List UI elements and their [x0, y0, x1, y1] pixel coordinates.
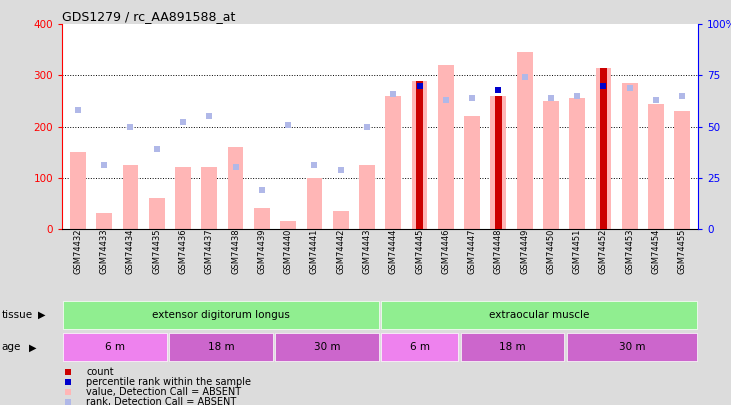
Bar: [567, 333, 697, 361]
Text: GSM74454: GSM74454: [651, 229, 661, 274]
Text: 30 m: 30 m: [618, 342, 645, 352]
Bar: [64, 301, 379, 329]
Text: value, Detection Call = ABSENT: value, Detection Call = ABSENT: [86, 387, 241, 397]
Bar: [438, 65, 454, 229]
Bar: [96, 213, 112, 229]
Bar: [333, 211, 349, 229]
Bar: [382, 333, 458, 361]
Text: GSM74432: GSM74432: [73, 229, 83, 274]
Bar: [382, 301, 697, 329]
Text: 18 m: 18 m: [208, 342, 235, 352]
Bar: [600, 68, 607, 229]
Text: GSM74452: GSM74452: [599, 229, 608, 274]
Bar: [170, 333, 273, 361]
Text: GSM74433: GSM74433: [99, 229, 109, 275]
Text: GSM74438: GSM74438: [231, 229, 240, 275]
Text: 6 m: 6 m: [410, 342, 430, 352]
Bar: [495, 96, 502, 229]
Bar: [622, 83, 637, 229]
Text: GSM74440: GSM74440: [284, 229, 292, 274]
Text: GSM74445: GSM74445: [415, 229, 424, 274]
Bar: [227, 147, 243, 229]
Text: GSM74447: GSM74447: [468, 229, 477, 274]
Text: GSM74437: GSM74437: [205, 229, 213, 275]
Bar: [70, 152, 86, 229]
Text: GSM74442: GSM74442: [336, 229, 345, 274]
Text: GSM74443: GSM74443: [363, 229, 371, 274]
Bar: [569, 98, 585, 229]
Text: 6 m: 6 m: [105, 342, 125, 352]
Bar: [412, 81, 428, 229]
Text: GSM74446: GSM74446: [442, 229, 450, 274]
Text: extraocular muscle: extraocular muscle: [489, 310, 589, 320]
Text: 18 m: 18 m: [499, 342, 526, 352]
Bar: [202, 168, 217, 229]
Bar: [123, 165, 138, 229]
Bar: [149, 198, 164, 229]
Text: tissue: tissue: [1, 310, 33, 320]
Bar: [675, 111, 690, 229]
Bar: [491, 96, 507, 229]
Bar: [464, 116, 480, 229]
Bar: [517, 52, 533, 229]
Bar: [280, 221, 296, 229]
Text: GDS1279 / rc_AA891588_at: GDS1279 / rc_AA891588_at: [62, 10, 235, 23]
Bar: [359, 165, 375, 229]
Text: GSM74436: GSM74436: [178, 229, 188, 275]
Text: age: age: [1, 342, 21, 352]
Text: GSM74453: GSM74453: [625, 229, 635, 274]
Bar: [276, 333, 379, 361]
Text: ▶: ▶: [29, 342, 37, 352]
Text: GSM74451: GSM74451: [572, 229, 582, 274]
Text: percentile rank within the sample: percentile rank within the sample: [86, 377, 251, 387]
Text: GSM74434: GSM74434: [126, 229, 135, 274]
Text: GSM74444: GSM74444: [389, 229, 398, 274]
Text: ▶: ▶: [38, 310, 45, 320]
Text: extensor digitorum longus: extensor digitorum longus: [152, 310, 290, 320]
Text: count: count: [86, 367, 114, 377]
Text: GSM74455: GSM74455: [678, 229, 687, 274]
Bar: [385, 96, 401, 229]
Text: GSM74448: GSM74448: [494, 229, 503, 274]
Bar: [416, 81, 423, 229]
Text: 30 m: 30 m: [314, 342, 341, 352]
Bar: [254, 208, 270, 229]
Bar: [543, 101, 558, 229]
Bar: [648, 104, 664, 229]
Text: GSM74435: GSM74435: [152, 229, 162, 274]
Bar: [306, 178, 322, 229]
Text: GSM74441: GSM74441: [310, 229, 319, 274]
Bar: [461, 333, 564, 361]
Text: GSM74449: GSM74449: [520, 229, 529, 274]
Bar: [596, 68, 611, 229]
Bar: [64, 333, 167, 361]
Text: GSM74450: GSM74450: [547, 229, 556, 274]
Text: rank, Detection Call = ABSENT: rank, Detection Call = ABSENT: [86, 397, 237, 405]
Bar: [175, 168, 191, 229]
Text: GSM74439: GSM74439: [257, 229, 266, 274]
